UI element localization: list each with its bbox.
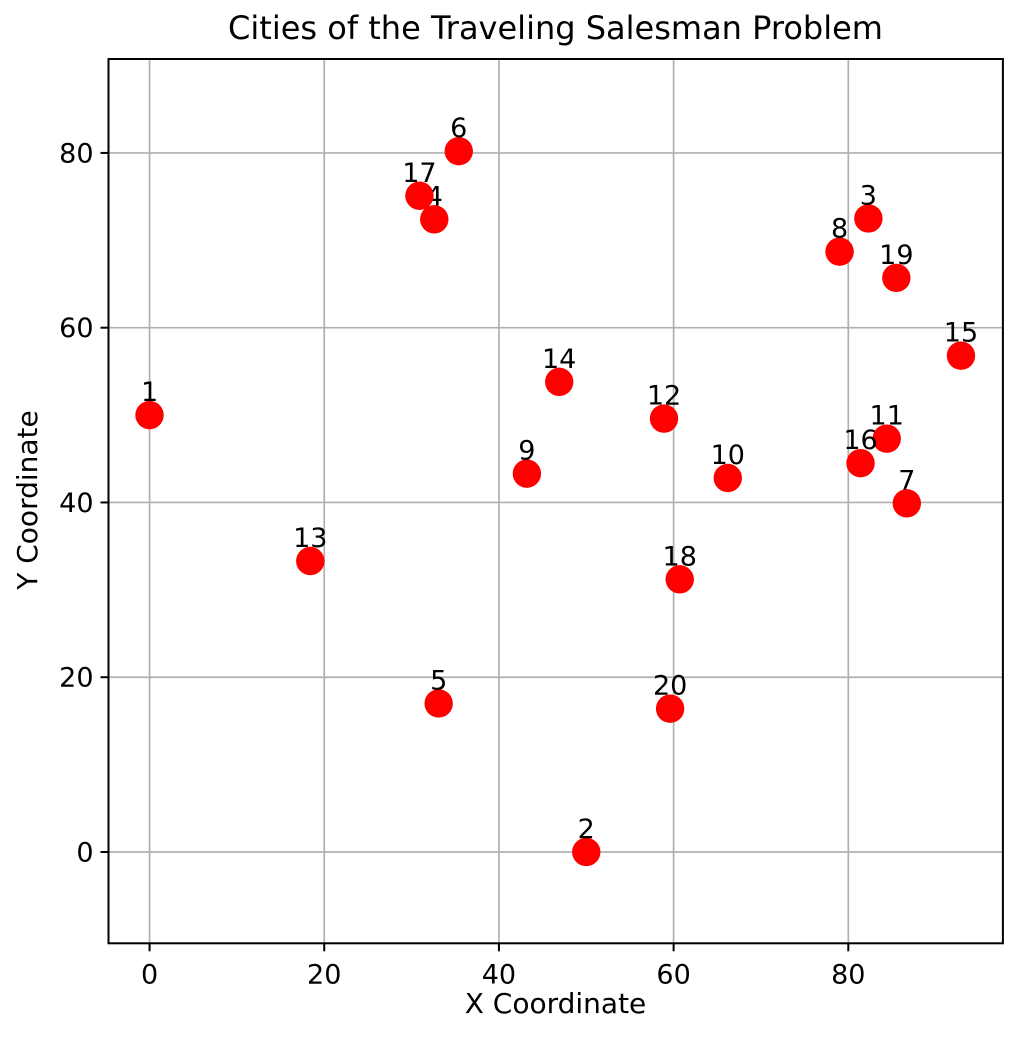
point-label-19: 19 <box>879 240 913 271</box>
data-point-7 <box>892 489 922 518</box>
point-label-1: 1 <box>141 377 158 408</box>
point-label-17: 17 <box>402 158 436 189</box>
data-point-8 <box>825 237 854 266</box>
point-label-18: 18 <box>663 541 697 572</box>
x-tick-label: 0 <box>141 959 158 990</box>
y-tick-label: 0 <box>76 837 93 868</box>
y-axis-label: Y Coordinate <box>11 410 44 590</box>
x-tick-label: 60 <box>656 959 690 990</box>
x-axis-label: X Coordinate <box>464 987 647 1020</box>
data-point-2 <box>572 837 601 867</box>
data-point-16 <box>846 448 875 478</box>
point-label-6: 6 <box>450 113 467 144</box>
data-point-15 <box>946 341 976 370</box>
data-point-17 <box>405 181 434 210</box>
point-label-9: 9 <box>518 436 535 467</box>
axes-spines <box>107 58 1004 945</box>
point-label-14: 14 <box>542 344 576 375</box>
data-point-1 <box>135 400 164 430</box>
data-point-13 <box>296 546 325 576</box>
data-point-5 <box>424 689 453 718</box>
point-label-2: 2 <box>578 814 595 845</box>
point-label-12: 12 <box>647 381 681 412</box>
point-label-11: 11 <box>870 401 904 432</box>
y-tick-label: 60 <box>59 313 93 344</box>
y-tick-label: 40 <box>59 488 93 519</box>
data-point-9 <box>512 459 542 488</box>
point-label-20: 20 <box>653 671 687 702</box>
data-point-12 <box>649 404 679 433</box>
x-tick-label: 80 <box>831 959 865 990</box>
y-tick-label: 80 <box>59 138 93 169</box>
data-point-18 <box>665 565 694 594</box>
y-tick-label: 20 <box>59 663 93 694</box>
point-label-16: 16 <box>843 425 877 456</box>
data-point-19 <box>882 263 911 293</box>
data-point-20 <box>655 694 685 723</box>
x-tick-label: 20 <box>307 959 341 990</box>
data-point-3 <box>854 204 883 233</box>
point-label-10: 10 <box>711 440 745 471</box>
point-label-13: 13 <box>293 523 327 554</box>
point-label-8: 8 <box>831 214 848 245</box>
x-tick-label: 40 <box>482 959 516 990</box>
chart-title: Cities of the Traveling Salesman Problem <box>228 9 883 47</box>
point-label-15: 15 <box>944 318 978 349</box>
data-point-14 <box>544 367 574 397</box>
data-point-11 <box>872 424 901 453</box>
data-point-10 <box>713 463 742 493</box>
point-label-3: 3 <box>860 180 877 211</box>
point-label-7: 7 <box>898 465 915 496</box>
data-point-6 <box>444 136 473 166</box>
point-label-5: 5 <box>430 665 447 696</box>
data-point-4 <box>420 205 449 234</box>
